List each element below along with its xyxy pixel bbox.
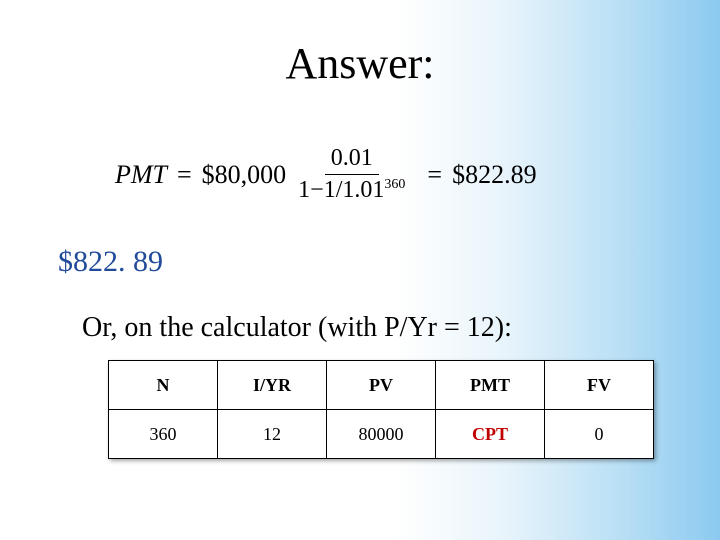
formula-numerator: 0.01 (325, 145, 379, 175)
table-value-row: 360 12 80000 CPT 0 (109, 410, 654, 459)
answer-value: $822. 89 (58, 245, 163, 279)
col-header-pmt: PMT (436, 361, 545, 410)
denom-minus: − (310, 177, 324, 203)
calculator-instruction: Or, on the calculator (with P/Yr = 12): (82, 312, 512, 344)
table-header-row: N I/YR PV PMT FV (109, 361, 654, 410)
col-header-fv: FV (545, 361, 654, 410)
cell-pv: 80000 (327, 410, 436, 459)
formula-fraction: 0.01 1−1/1.01360 (292, 145, 411, 204)
cell-pmt: CPT (436, 410, 545, 459)
denom-one: 1 (298, 177, 310, 203)
equals-sign-2: = (427, 160, 442, 190)
col-header-n: N (109, 361, 218, 410)
calculator-table: N I/YR PV PMT FV 360 12 80000 CPT 0 (108, 360, 654, 459)
formula: PMT = $80,000 0.01 1−1/1.01360 = $822.89 (115, 145, 537, 204)
slide: Answer: PMT = $80,000 0.01 1−1/1.01360 =… (0, 0, 720, 540)
denom-right: 1/1.01 (324, 177, 385, 203)
formula-lhs: PMT (115, 160, 167, 190)
formula-denominator: 1−1/1.01360 (292, 175, 411, 204)
col-header-iyr: I/YR (218, 361, 327, 410)
formula-principal: $80,000 (202, 160, 287, 190)
denom-exponent: 360 (384, 177, 405, 192)
slide-title: Answer: (0, 38, 720, 89)
col-header-pv: PV (327, 361, 436, 410)
cell-fv: 0 (545, 410, 654, 459)
formula-result: $822.89 (452, 160, 537, 190)
cell-iyr: 12 (218, 410, 327, 459)
equals-sign: = (177, 160, 192, 190)
cell-n: 360 (109, 410, 218, 459)
